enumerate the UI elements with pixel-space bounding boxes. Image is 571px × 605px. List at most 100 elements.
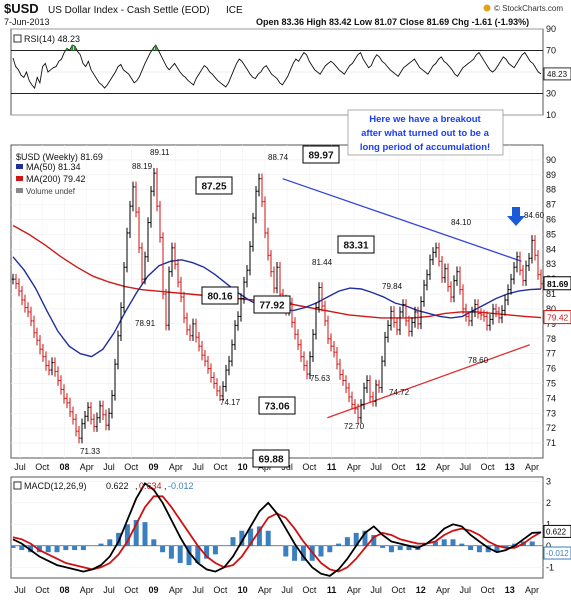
price-bar <box>314 302 318 340</box>
price-bar <box>308 351 312 380</box>
price-tick-label: 75 <box>546 378 556 388</box>
price-x-tick-label: 08 <box>60 462 70 472</box>
price-x-tick-label: 10 <box>238 462 248 472</box>
macd-x-tick-label: Apr <box>525 585 539 595</box>
price-pivot-label: 89.11 <box>150 148 170 157</box>
level-box <box>302 145 340 164</box>
macd-x-tick-label: Apr <box>347 585 361 595</box>
price-bar <box>293 317 297 340</box>
price-bar <box>383 332 387 367</box>
price-x-tick-label: Jul <box>103 462 115 472</box>
macd-x-tick-label: Apr <box>169 585 183 595</box>
rsi-value-tag-text: 48.23 <box>547 70 568 79</box>
price-bar <box>35 327 39 346</box>
price-bar <box>188 324 192 341</box>
price-bar <box>269 250 273 277</box>
price-bar <box>32 315 36 339</box>
price-bar <box>125 227 129 273</box>
price-bar <box>83 411 87 429</box>
price-bar <box>38 335 42 355</box>
macd-separator: , <box>164 481 167 491</box>
price-bar <box>506 284 510 306</box>
price-bar <box>524 260 528 286</box>
price-bar <box>266 227 270 261</box>
price-bar <box>182 291 186 324</box>
level-box <box>201 286 239 305</box>
price-bar <box>359 399 363 423</box>
price-bar <box>446 263 450 292</box>
macd-tick-label: 0 <box>546 541 551 551</box>
price-bar <box>515 251 519 273</box>
macd-panel <box>10 476 544 579</box>
rsi-tick-label: 10 <box>546 110 556 120</box>
price-bar <box>206 355 210 374</box>
price-bar <box>347 382 351 403</box>
macd-x-tick-label: Oct <box>124 585 139 595</box>
price-bar <box>170 242 174 277</box>
price-tick-label: 84 <box>546 244 556 254</box>
price-x-tick-label: Apr <box>436 462 450 472</box>
price-bar <box>398 306 402 336</box>
annotation-text: long period of accumulation! <box>360 142 490 153</box>
price-bar <box>362 382 366 410</box>
price-pivot-label: 74.72 <box>389 388 410 397</box>
price-bar <box>482 309 486 322</box>
macd-x-tick-label: Oct <box>391 585 406 595</box>
price-bar <box>521 264 525 286</box>
price-bar <box>119 302 123 341</box>
price-bar <box>155 167 159 212</box>
price-bar <box>452 275 456 303</box>
price-tick-label: 86 <box>546 215 556 225</box>
price-pivot-label: 72.70 <box>344 422 365 431</box>
level-box-label: 83.31 <box>343 241 368 252</box>
macd-value-tag-text: 0.622 <box>546 527 567 536</box>
level-box <box>253 295 291 314</box>
price-bar <box>353 399 357 415</box>
price-x-tick-label: Oct <box>35 462 50 472</box>
macd-x-tick-label: Apr <box>436 585 450 595</box>
level-box <box>252 449 290 468</box>
price-bar <box>194 318 198 343</box>
price-bar <box>101 400 105 420</box>
macd-tick-label: 3 <box>546 476 551 486</box>
price-bar <box>197 332 201 352</box>
level-box <box>337 235 375 254</box>
volume-legend-swatch <box>16 188 23 193</box>
price-bar <box>437 242 441 267</box>
stockcharts-logo-icon <box>483 4 491 12</box>
price-pivot-label: 75.63 <box>310 374 331 383</box>
price-bar <box>332 340 336 358</box>
price-bar <box>65 393 69 409</box>
price-bar <box>137 206 141 254</box>
annotation-text: Here we have a breakout <box>369 114 481 125</box>
price-bar <box>47 360 51 376</box>
resistance-trendline <box>282 178 522 262</box>
price-tick-label: 71 <box>546 438 556 448</box>
price-bar <box>152 167 156 197</box>
price-bar <box>305 360 309 380</box>
ma50-legend-swatch <box>16 164 23 169</box>
price-value-tag-text: 79.42 <box>547 313 569 323</box>
rsi-line <box>12 44 542 90</box>
price-bar <box>44 351 48 371</box>
ma200-legend-label: MA(200) 79.42 <box>26 174 86 184</box>
price-tick-label: 83 <box>546 259 556 269</box>
price-bar <box>431 247 435 265</box>
macd-line <box>12 482 542 577</box>
price-bar <box>41 343 45 362</box>
rsi-value-tag <box>543 67 571 81</box>
price-bar <box>344 375 348 394</box>
price-bar <box>509 273 513 295</box>
price-bar <box>110 390 114 419</box>
price-bar <box>464 303 468 322</box>
level-box-label: 89.97 <box>308 151 333 162</box>
macd-value-label: 0.622 <box>106 481 129 491</box>
price-tick-label: 72 <box>546 423 556 433</box>
price-bar <box>365 375 369 394</box>
price-bar <box>23 294 27 313</box>
macd-x-tick-label: Jul <box>281 585 293 595</box>
price-bar <box>536 250 540 280</box>
exchange-label: ICE <box>226 5 243 16</box>
price-bar <box>335 346 339 370</box>
price-x-tick-label: Apr <box>525 462 539 472</box>
